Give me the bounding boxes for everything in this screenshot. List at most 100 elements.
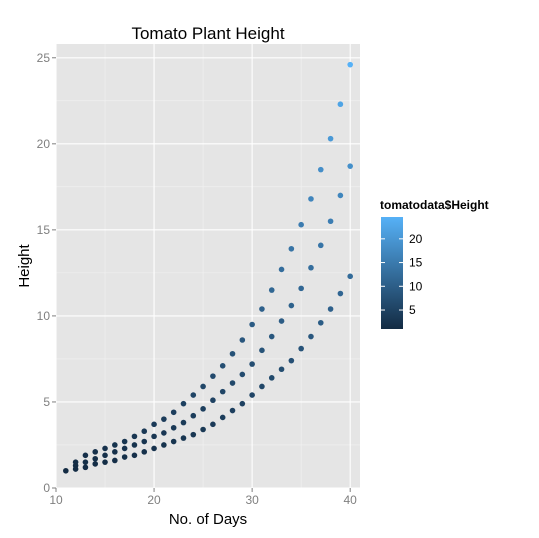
y-tick-label: 20 xyxy=(37,137,51,151)
data-point xyxy=(259,347,265,354)
legend-title: tomatodata$Height xyxy=(380,198,489,212)
data-point xyxy=(92,449,99,455)
x-tick-label: 30 xyxy=(245,493,259,507)
data-point xyxy=(337,290,344,297)
data-point xyxy=(151,445,157,452)
data-point xyxy=(141,438,148,445)
data-point xyxy=(180,419,187,426)
data-point xyxy=(317,242,324,249)
data-point xyxy=(317,166,324,173)
data-point xyxy=(170,438,177,445)
data-point xyxy=(298,285,304,292)
data-point xyxy=(239,337,246,343)
y-tick-label: 0 xyxy=(43,481,50,495)
y-tick-label: 15 xyxy=(37,223,51,237)
data-point xyxy=(210,373,216,379)
legend-tick-label: 5 xyxy=(409,303,416,317)
data-point xyxy=(327,218,334,225)
data-point xyxy=(327,135,334,142)
data-point xyxy=(131,442,138,448)
data-point xyxy=(200,426,206,433)
data-point xyxy=(259,306,265,312)
data-point xyxy=(161,416,167,422)
data-point xyxy=(190,431,197,438)
y-tick-label: 25 xyxy=(37,51,51,65)
data-point xyxy=(161,442,167,448)
data-point xyxy=(239,371,246,378)
data-point xyxy=(347,61,353,68)
data-point xyxy=(63,467,69,474)
data-point xyxy=(337,192,344,199)
data-point xyxy=(151,421,157,428)
data-point xyxy=(72,466,79,472)
data-point xyxy=(170,409,177,416)
data-point xyxy=(229,407,236,414)
data-point xyxy=(219,414,226,421)
data-point xyxy=(131,452,138,459)
legend-tick-label: 20 xyxy=(409,232,423,246)
data-point xyxy=(112,457,118,464)
data-point xyxy=(92,461,99,467)
data-point xyxy=(210,397,216,404)
data-point xyxy=(170,424,177,431)
y-tick-label: 10 xyxy=(37,309,51,323)
data-point xyxy=(82,464,89,471)
data-point xyxy=(249,392,255,398)
data-point xyxy=(219,363,226,369)
x-tick-label: 20 xyxy=(147,493,161,507)
legend-tick-label: 10 xyxy=(409,279,423,293)
data-point xyxy=(288,245,295,252)
data-point xyxy=(308,333,314,340)
data-point xyxy=(308,196,314,202)
data-point xyxy=(327,306,334,312)
data-point xyxy=(161,430,167,436)
data-point xyxy=(210,421,216,428)
data-point xyxy=(229,380,236,386)
legend-tick-label: 15 xyxy=(409,256,423,270)
axis-ticks: 10 20 30 40 0 5 10 15 20 25 xyxy=(37,51,358,507)
data-point xyxy=(82,452,89,459)
data-point xyxy=(259,383,265,390)
data-point xyxy=(121,454,128,460)
data-point xyxy=(82,459,89,465)
data-point xyxy=(268,375,275,381)
data-point xyxy=(239,400,246,407)
legend-colorbar xyxy=(381,217,403,329)
data-point xyxy=(121,445,128,452)
data-point xyxy=(121,438,128,445)
data-point xyxy=(112,449,118,455)
data-point xyxy=(317,319,324,326)
data-point xyxy=(200,406,206,412)
data-point xyxy=(268,287,275,293)
data-point xyxy=(112,442,118,448)
data-point xyxy=(229,350,236,357)
data-point xyxy=(249,321,255,328)
data-point xyxy=(219,388,226,395)
data-point xyxy=(268,333,275,340)
data-point xyxy=(308,264,314,271)
x-tick-label: 10 xyxy=(49,493,63,507)
data-point xyxy=(278,366,285,373)
y-axis-title: Height xyxy=(16,243,33,287)
data-point xyxy=(180,400,187,407)
data-point xyxy=(337,101,344,108)
data-point xyxy=(298,345,304,352)
data-point xyxy=(288,357,295,364)
data-point xyxy=(347,273,353,280)
plot-panel xyxy=(56,44,360,488)
data-point xyxy=(190,392,197,398)
legend-ticks: 5 10 15 20 xyxy=(381,232,423,317)
data-point xyxy=(141,428,148,435)
chart-title: Tomato Plant Height xyxy=(131,24,284,43)
data-point xyxy=(102,452,108,459)
color-legend: tomatodata$Height 5 10 15 20 xyxy=(380,198,489,329)
x-axis-title: No. of Days xyxy=(169,511,247,528)
data-point xyxy=(278,266,285,273)
grid-lines xyxy=(55,44,360,489)
data-point xyxy=(190,412,197,419)
data-point xyxy=(151,433,157,440)
data-point xyxy=(278,318,285,324)
y-tick-label: 5 xyxy=(43,395,50,409)
data-point xyxy=(141,449,148,455)
